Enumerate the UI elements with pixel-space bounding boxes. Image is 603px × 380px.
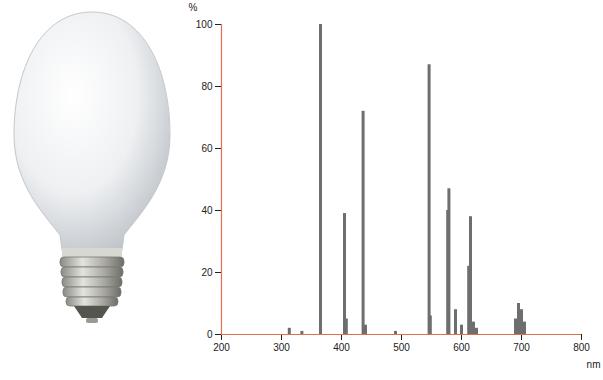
svg-text:%: % (189, 2, 198, 13)
svg-text:400: 400 (333, 342, 350, 353)
svg-text:200: 200 (213, 342, 230, 353)
svg-text:500: 500 (393, 342, 410, 353)
svg-text:100: 100 (196, 19, 213, 30)
svg-text:80: 80 (201, 81, 213, 92)
svg-text:nm: nm (587, 359, 601, 370)
svg-text:600: 600 (453, 342, 470, 353)
svg-text:700: 700 (513, 342, 530, 353)
svg-text:40: 40 (201, 205, 213, 216)
svg-text:300: 300 (273, 342, 290, 353)
svg-text:60: 60 (201, 143, 213, 154)
svg-text:20: 20 (201, 267, 213, 278)
svg-text:800: 800 (573, 342, 590, 353)
svg-text:0: 0 (207, 329, 213, 340)
